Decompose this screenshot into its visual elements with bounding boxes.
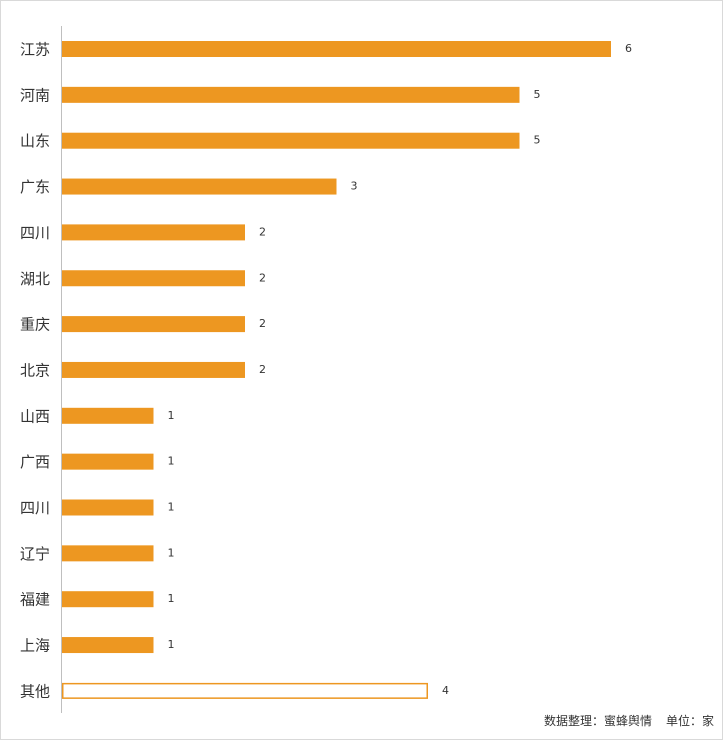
category-label-10: 广西: [20, 453, 50, 471]
bar-11: [62, 499, 154, 516]
value-label-10: 1: [168, 455, 175, 468]
category-label-3: 山东: [20, 132, 50, 150]
bar-7: [62, 316, 245, 333]
bar-5: [62, 224, 245, 241]
bar-4: [62, 178, 337, 195]
category-label-14: 上海: [20, 637, 50, 655]
value-label-1: 6: [625, 42, 632, 55]
value-label-9: 1: [168, 409, 175, 422]
category-label-12: 辽宁: [20, 545, 50, 563]
bar-15: [62, 682, 428, 699]
value-label-5: 2: [259, 225, 266, 238]
bar-1: [62, 41, 611, 57]
bars-group: [62, 41, 611, 699]
bar-9: [62, 407, 154, 424]
bar-8: [62, 361, 245, 378]
value-label-14: 1: [168, 638, 175, 651]
value-label-8: 2: [259, 363, 266, 376]
value-label-12: 1: [168, 546, 175, 559]
value-label-11: 1: [168, 501, 175, 514]
value-label-6: 2: [259, 271, 266, 284]
category-label-4: 广东: [20, 178, 50, 196]
category-label-9: 山西: [20, 407, 50, 425]
value-labels-group: 6 5 5 3 2 2 2 2 1 1 1 1 1 1 4: [168, 42, 633, 697]
value-label-4: 3: [351, 180, 358, 193]
bar-3: [62, 132, 520, 149]
category-label-6: 湖北: [20, 270, 50, 288]
category-label-15: 其他: [20, 682, 50, 700]
value-label-2: 5: [534, 88, 541, 101]
category-label-1: 江苏: [20, 41, 50, 59]
source-note: 数据整理：蜜蜂舆情: [543, 714, 652, 728]
category-label-7: 重庆: [20, 316, 50, 334]
bar-6: [62, 270, 245, 287]
bar-10: [62, 453, 154, 470]
value-label-15: 4: [442, 684, 449, 697]
value-label-13: 1: [168, 592, 175, 605]
category-label-13: 福建: [20, 591, 50, 609]
unit-note: 单位：家: [665, 714, 714, 728]
chart-footer: 数据整理：蜜蜂舆情 单位：家: [544, 712, 714, 729]
category-label-5: 四川: [20, 224, 50, 242]
value-label-7: 2: [259, 317, 266, 330]
bar-14: [62, 637, 154, 654]
bar-2: [62, 86, 520, 103]
value-label-3: 5: [534, 134, 541, 147]
category-label-11: 四川: [20, 499, 50, 517]
bar-12: [62, 545, 154, 562]
bar-13: [62, 591, 154, 608]
category-label-2: 河南: [20, 86, 50, 104]
category-label-8: 北京: [20, 361, 50, 379]
